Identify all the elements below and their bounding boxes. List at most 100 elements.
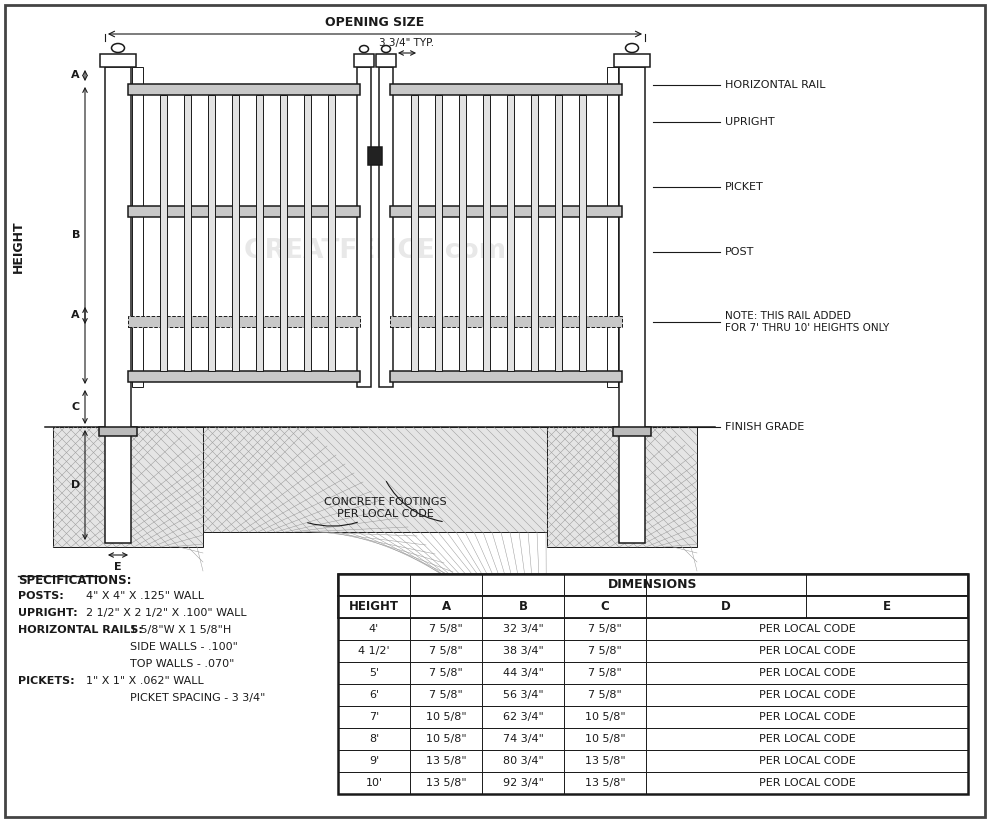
Text: 8': 8' [369,734,379,744]
Ellipse shape [381,45,390,53]
Text: CONCRETE FOOTINGS
PER LOCAL CODE: CONCRETE FOOTINGS PER LOCAL CODE [308,497,446,526]
Text: 13 5/8": 13 5/8" [426,756,466,766]
Text: SPECIFICATIONS:: SPECIFICATIONS: [18,574,132,587]
Text: C: C [601,601,610,613]
Text: D: D [721,601,731,613]
Text: HEIGHT: HEIGHT [349,601,399,613]
Bar [132,67,143,387]
Bar [338,684,968,706]
Text: 32 3/4": 32 3/4" [503,624,544,634]
Text: 1 5/8"W X 1 5/8"H: 1 5/8"W X 1 5/8"H [130,625,232,635]
Bar [376,54,396,67]
Bar [338,574,968,596]
Bar [53,427,203,547]
Bar [555,95,562,371]
Bar [390,206,622,217]
Text: 2 1/2" X 2 1/2" X .100" WALL: 2 1/2" X 2 1/2" X .100" WALL [86,608,247,618]
Bar [338,596,968,618]
Text: POST: POST [725,247,754,257]
Bar [203,427,547,532]
Bar [354,54,374,67]
Bar [256,95,263,371]
Bar [128,84,360,95]
Bar [338,728,968,750]
Text: PER LOCAL CODE: PER LOCAL CODE [758,756,855,766]
Text: UPRIGHT: UPRIGHT [725,117,774,127]
Bar [390,371,622,382]
Bar [99,427,137,436]
Text: 13 5/8": 13 5/8" [585,778,626,788]
Text: A: A [442,601,450,613]
Bar [128,316,360,327]
Bar [232,95,239,371]
Text: 44 3/4": 44 3/4" [503,668,544,678]
Text: PER LOCAL CODE: PER LOCAL CODE [758,734,855,744]
Bar [507,95,514,371]
Text: B: B [71,230,80,241]
Text: PICKET SPACING - 3 3/4": PICKET SPACING - 3 3/4" [130,693,265,703]
Bar [547,427,697,547]
Text: 10 5/8": 10 5/8" [585,734,626,744]
Text: 56 3/4": 56 3/4" [503,690,544,700]
Text: TOP WALLS - .070": TOP WALLS - .070" [130,659,235,669]
Bar [338,662,968,684]
Text: 7 5/8": 7 5/8" [429,624,463,634]
Text: PICKETS:: PICKETS: [18,676,74,686]
Ellipse shape [112,44,125,53]
Bar [579,95,586,371]
Bar [338,640,968,662]
Bar [128,371,360,382]
Text: A: A [71,71,80,81]
Text: 10 5/8": 10 5/8" [426,734,466,744]
Text: 38 3/4": 38 3/4" [503,646,544,656]
Text: 7 5/8": 7 5/8" [588,624,622,634]
Bar [328,95,335,371]
Bar [390,316,622,327]
Bar [619,67,645,543]
Bar [483,95,490,371]
Text: PER LOCAL CODE: PER LOCAL CODE [758,712,855,722]
Bar [160,95,167,371]
Text: SIDE WALLS - .100": SIDE WALLS - .100" [130,642,238,652]
Bar [614,54,650,67]
Bar [390,84,622,95]
Text: 5': 5' [369,668,379,678]
Text: 80 3/4": 80 3/4" [503,756,544,766]
Text: POSTS:: POSTS: [18,591,63,601]
Text: HORIZONTAL RAILS:: HORIZONTAL RAILS: [18,625,143,635]
Text: 7 5/8": 7 5/8" [429,668,463,678]
Text: OPENING SIZE: OPENING SIZE [326,16,425,29]
Text: 6': 6' [369,690,379,700]
Bar [357,67,371,387]
Text: 7 5/8": 7 5/8" [588,646,622,656]
Bar [411,95,418,371]
Text: 7 5/8": 7 5/8" [588,690,622,700]
Bar [105,67,131,543]
Text: 74 3/4": 74 3/4" [503,734,544,744]
Bar [338,574,968,794]
Text: E: E [883,601,891,613]
Bar [184,95,191,371]
Text: PER LOCAL CODE: PER LOCAL CODE [758,624,855,634]
Text: FINISH GRADE: FINISH GRADE [725,422,804,432]
Text: GREATFENCE.com: GREATFENCE.com [244,238,507,264]
Bar [607,67,618,387]
Text: 1" X 1" X .062" WALL: 1" X 1" X .062" WALL [86,676,204,686]
Text: 10 5/8": 10 5/8" [426,712,466,722]
Bar [338,772,968,794]
Text: DIMENSIONS: DIMENSIONS [608,579,698,592]
Text: B: B [519,601,528,613]
Text: 7': 7' [369,712,379,722]
Text: PICKET: PICKET [725,182,763,192]
Bar [304,95,311,371]
Text: E: E [114,562,122,572]
Text: PER LOCAL CODE: PER LOCAL CODE [758,646,855,656]
Text: 92 3/4": 92 3/4" [503,778,544,788]
Text: FRONT VIEW: FRONT VIEW [355,579,454,593]
Ellipse shape [359,45,368,53]
Bar [128,206,360,217]
Bar [613,427,651,436]
Text: 4" X 4" X .125" WALL: 4" X 4" X .125" WALL [86,591,204,601]
Text: C: C [72,402,80,412]
Bar [208,95,215,371]
